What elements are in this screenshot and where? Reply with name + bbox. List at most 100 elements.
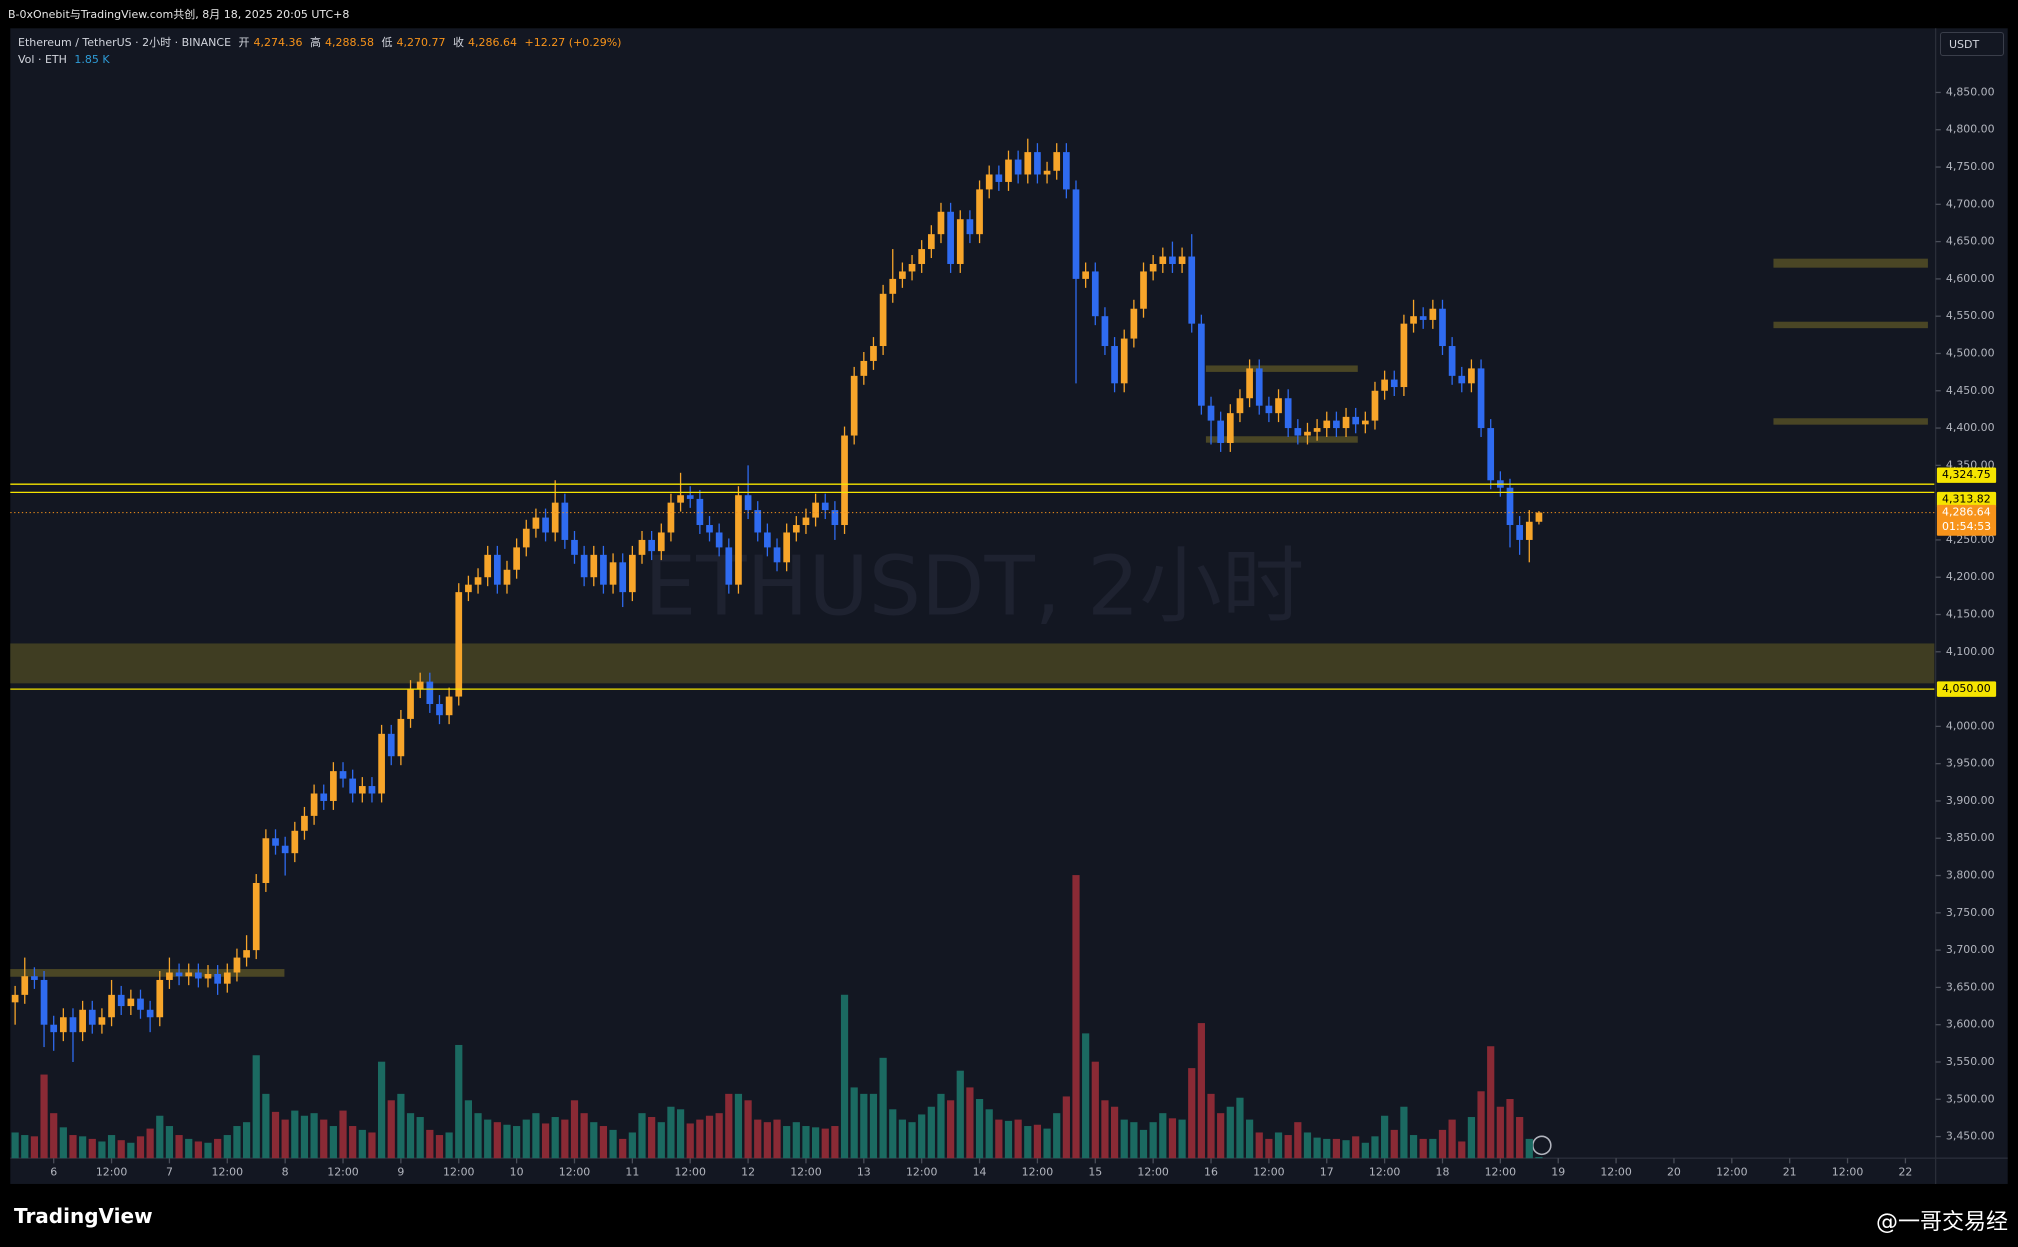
volume-bar <box>1400 1106 1408 1159</box>
x-tick-label: 10 <box>510 1165 524 1178</box>
volume-bar <box>406 1113 415 1159</box>
candle-body <box>532 517 540 529</box>
candle-body <box>1468 368 1475 384</box>
volume-bar <box>310 1113 318 1159</box>
candle-body <box>1034 152 1041 175</box>
candle-body <box>1400 323 1408 388</box>
volume-bar <box>455 1044 463 1159</box>
volume-bar <box>1245 1119 1254 1159</box>
x-tick-label: 8 <box>282 1165 289 1178</box>
volume-bar <box>1130 1122 1138 1159</box>
volume-bar <box>329 1126 337 1159</box>
x-tick-label: 12:00 <box>1022 1165 1054 1178</box>
volume-bar <box>1525 1138 1533 1159</box>
high-label: 高 <box>310 36 322 49</box>
candle-body <box>1255 368 1263 406</box>
x-tick-label: 12:00 <box>674 1165 706 1178</box>
candle-body <box>69 1017 77 1033</box>
volume-bar <box>1284 1135 1292 1159</box>
symbol: Ethereum / TetherUS · 2小时 · BINANCE <box>18 36 232 49</box>
candle-body <box>1120 338 1128 384</box>
candle-body <box>908 263 916 272</box>
volume-bar <box>1294 1122 1302 1159</box>
x-tick-label: 12:00 <box>1716 1165 1748 1178</box>
volume-bar <box>1072 875 1080 1159</box>
candle-body <box>291 830 299 854</box>
candle-body <box>667 502 675 533</box>
candle-body <box>1352 416 1360 425</box>
volume-bar <box>165 1126 174 1159</box>
volume-bar <box>1516 1117 1524 1159</box>
y-tick-label: 4,700.00 <box>1946 197 1995 210</box>
candle-body <box>445 696 453 716</box>
candle-body <box>629 554 636 593</box>
candle-body <box>79 1009 86 1033</box>
volume-bar <box>1371 1136 1379 1159</box>
volume-bar <box>1149 1122 1157 1159</box>
volume-bar <box>397 1093 405 1159</box>
candle-body <box>513 547 520 570</box>
x-tick-label: 12:00 <box>1253 1165 1285 1178</box>
volume-bar <box>513 1126 521 1159</box>
volume-bar <box>387 1100 395 1159</box>
candle-body <box>233 957 241 973</box>
volume-bar <box>1477 1091 1485 1159</box>
candle-body <box>580 554 588 578</box>
candle-body <box>725 547 733 585</box>
volume-name: Vol · ETH <box>18 53 67 66</box>
candle-body <box>1101 316 1109 347</box>
candle-body <box>638 539 646 555</box>
candle-body <box>1361 420 1369 425</box>
candle-body <box>1082 271 1089 279</box>
volume-bar <box>214 1138 222 1159</box>
currency-button[interactable]: USDT <box>1940 32 2004 56</box>
candle-body <box>50 1024 58 1033</box>
volume-bar <box>1409 1135 1418 1159</box>
volume-bar <box>840 994 849 1159</box>
candle-body <box>1178 256 1186 264</box>
volume-bar <box>1506 1099 1514 1159</box>
volume-bar <box>715 1113 723 1159</box>
top-bar: B-0xOnebit与TradingView.com共创, 8月 18, 202… <box>8 6 349 22</box>
volume-bar <box>927 1106 935 1159</box>
candle-body <box>416 681 424 690</box>
zone <box>1773 418 1928 425</box>
zone <box>1773 258 1928 268</box>
candle-body <box>1439 308 1446 347</box>
volume-bar <box>580 1113 588 1159</box>
candle-body <box>927 234 935 250</box>
candle-body <box>166 972 173 980</box>
candle-body <box>368 786 376 794</box>
volume-bar <box>194 1141 202 1159</box>
volume-bar <box>1332 1138 1340 1159</box>
candle-body <box>571 539 578 555</box>
y-tick-label: 3,800.00 <box>1946 869 1995 882</box>
candle-body <box>204 973 212 979</box>
volume-bar <box>676 1109 685 1159</box>
volume-bar <box>725 1093 733 1159</box>
candle-body <box>1390 379 1398 388</box>
volume-bar <box>223 1135 231 1159</box>
candle-body <box>1381 379 1388 391</box>
x-tick-label: 12:00 <box>1600 1165 1632 1178</box>
chart-background <box>10 28 2008 1184</box>
candle-body <box>744 495 752 511</box>
x-tick-label: 11 <box>625 1165 639 1178</box>
volume-bar <box>281 1119 289 1159</box>
volume-bar <box>1265 1138 1273 1159</box>
candle-body <box>1169 256 1176 264</box>
volume-bar <box>831 1126 839 1159</box>
candle-body <box>98 1017 106 1025</box>
candle-body <box>156 979 164 1018</box>
x-tick-label: 12 <box>741 1165 755 1178</box>
y-tick-label: 3,900.00 <box>1946 794 1995 807</box>
y-tick-label: 4,200.00 <box>1946 570 1995 583</box>
price-tag <box>1936 681 1997 697</box>
volume-bar <box>783 1126 791 1159</box>
candle-body <box>918 249 926 264</box>
candle-body <box>792 525 800 533</box>
y-tick-label: 4,150.00 <box>1946 608 1995 621</box>
volume-bar <box>11 1132 19 1159</box>
candle-body <box>947 211 954 264</box>
candle-body <box>11 994 19 1003</box>
